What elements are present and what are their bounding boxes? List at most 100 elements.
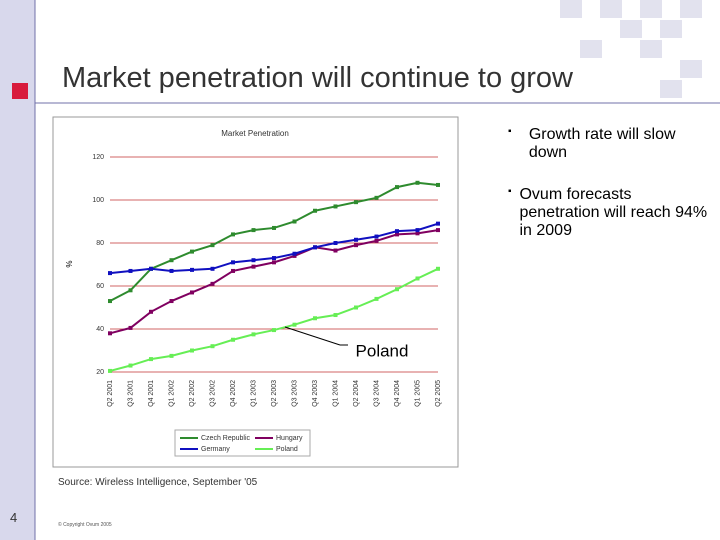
y-tick-label: 80 [96,240,104,247]
point [292,253,297,258]
bullet-text: Growth rate will slow down [528,126,676,161]
point [210,243,215,248]
x-tick-label: Q1 2004 [332,380,339,407]
point [108,331,112,336]
point [149,266,153,271]
annotation-arrow [284,326,341,346]
point [395,185,399,190]
legend-label: Hungary [276,435,303,442]
point [313,208,317,213]
x-tick-label: Q1 2003 [250,380,257,407]
bullet: ▪ Ovum forecasts penetration will reach 9… [508,186,708,239]
point [374,238,379,243]
point [415,180,420,185]
point [354,200,358,205]
point [436,266,440,271]
point [108,368,112,373]
point [395,232,399,237]
point [108,299,112,304]
point [190,348,194,353]
bullet-list: ▪ Growth rate will slow down ▪ Ovum foreca… [508,126,708,240]
point [292,219,297,224]
point [251,332,256,337]
page-number: 4 [10,510,18,525]
point [374,234,379,239]
red-square [12,83,28,99]
point [374,195,379,200]
y-tick-label: 100 [92,197,104,204]
point [128,325,133,330]
point [436,221,440,226]
x-tick-label: Q3 2004 [373,380,380,407]
point [251,258,256,263]
point [436,182,440,187]
point [169,353,174,358]
point [395,287,399,292]
point [333,204,338,209]
point [251,264,256,269]
point [190,290,194,295]
point [169,258,174,263]
point [415,276,420,281]
x-tick-label: Q3 2001 [127,380,134,407]
y-axis-label: % [65,260,74,267]
point [333,241,338,245]
legend-frame [174,429,311,457]
point [313,245,317,250]
legend-label: Czech Republic [201,435,251,442]
point [128,288,133,293]
annotation: Poland [356,341,409,360]
point [231,232,235,237]
point [108,271,112,276]
point [415,231,420,236]
point [292,322,297,327]
point [272,328,276,333]
point [272,256,276,261]
point [354,305,358,310]
x-tick-label: Q2 2001 [107,380,114,407]
x-tick-label: Q3 2003 [291,380,298,407]
point [231,268,235,273]
bullet: ▪ Growth rate will slow down [508,126,708,162]
point [149,357,153,362]
point [354,237,358,242]
point [169,268,174,273]
point [333,248,338,253]
corner-squares [560,0,702,98]
x-tick-label: Q1 2005 [414,380,421,407]
x-tick-label: Q2 2003 [271,380,278,407]
slide-title: Market penetration will continue to grow [62,62,573,94]
x-tick-label: Q4 2003 [312,380,319,407]
point [436,228,440,233]
point [149,309,153,314]
point [251,228,256,233]
copyright: © Copyright Ovum 2005 [58,522,112,528]
chart-title: Market Penetration [221,129,289,138]
point [128,268,133,273]
point [231,337,235,342]
point [210,281,215,286]
y-tick-label: 40 [96,326,104,333]
x-tick-label: Q3 2002 [209,380,216,407]
x-tick-label: Q4 2004 [394,380,401,407]
bullet-text: Ovum forecasts penetration will reach 94… [519,186,708,239]
point [272,260,276,265]
point [210,344,215,349]
point [333,313,338,318]
point [190,267,194,272]
x-tick-label: Q2 2002 [189,380,196,407]
chart-frame [52,116,459,468]
point [231,260,235,265]
point [210,266,215,271]
x-tick-label: Q2 2004 [353,380,360,407]
point [128,363,133,368]
x-tick-label: Q1 2002 [168,380,175,407]
x-tick-label: Q2 2005 [435,380,442,407]
point [374,296,379,301]
y-tick-label: 20 [96,369,104,376]
point [292,251,297,256]
point [354,243,358,248]
point [190,249,194,254]
